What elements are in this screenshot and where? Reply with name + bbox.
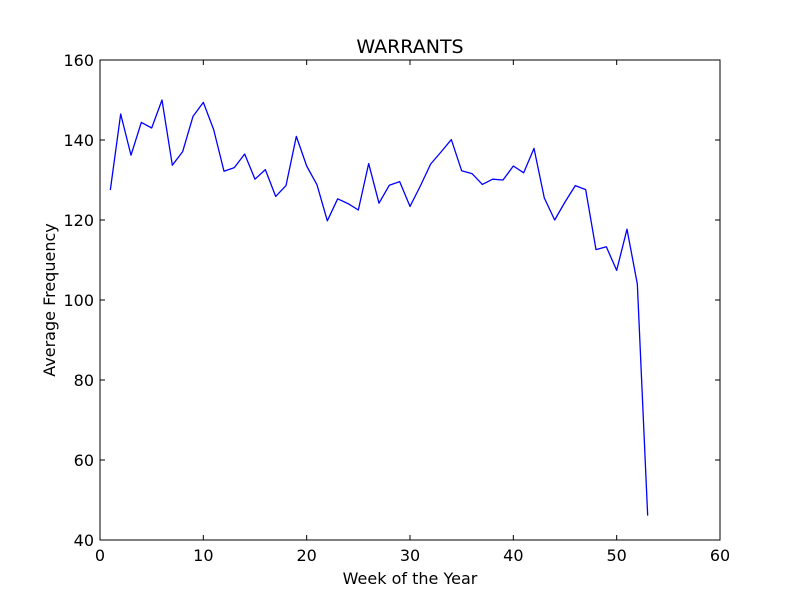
x-tick-label: 60 (710, 546, 730, 565)
x-tick-label: 0 (95, 546, 105, 565)
x-tick-label: 40 (503, 546, 523, 565)
series-layer (109, 99, 649, 516)
x-axis-title: Week of the Year (343, 569, 478, 588)
ticks-layer: 0 10 20 30 40 50 60 40 60 80 100 120 140 160 (63, 51, 730, 565)
x-tick-label: 20 (296, 546, 316, 565)
y-tick-label: 100 (63, 291, 94, 310)
x-tick-label: 30 (400, 546, 420, 565)
x-tick-label: 50 (606, 546, 626, 565)
y-tick-label: 60 (74, 451, 94, 470)
y-tick-label: 160 (63, 51, 94, 70)
series-line (109, 99, 649, 516)
x-tick-label: 10 (193, 546, 213, 565)
y-axis-title: Average Frequency (40, 223, 59, 376)
y-tick-label: 80 (74, 371, 94, 390)
plot-area (100, 60, 720, 540)
y-tick-label: 140 (63, 131, 94, 150)
y-tick-label: 40 (74, 531, 94, 550)
y-tick-label: 120 (63, 211, 94, 230)
chart-title: WARRANTS (356, 36, 463, 58)
